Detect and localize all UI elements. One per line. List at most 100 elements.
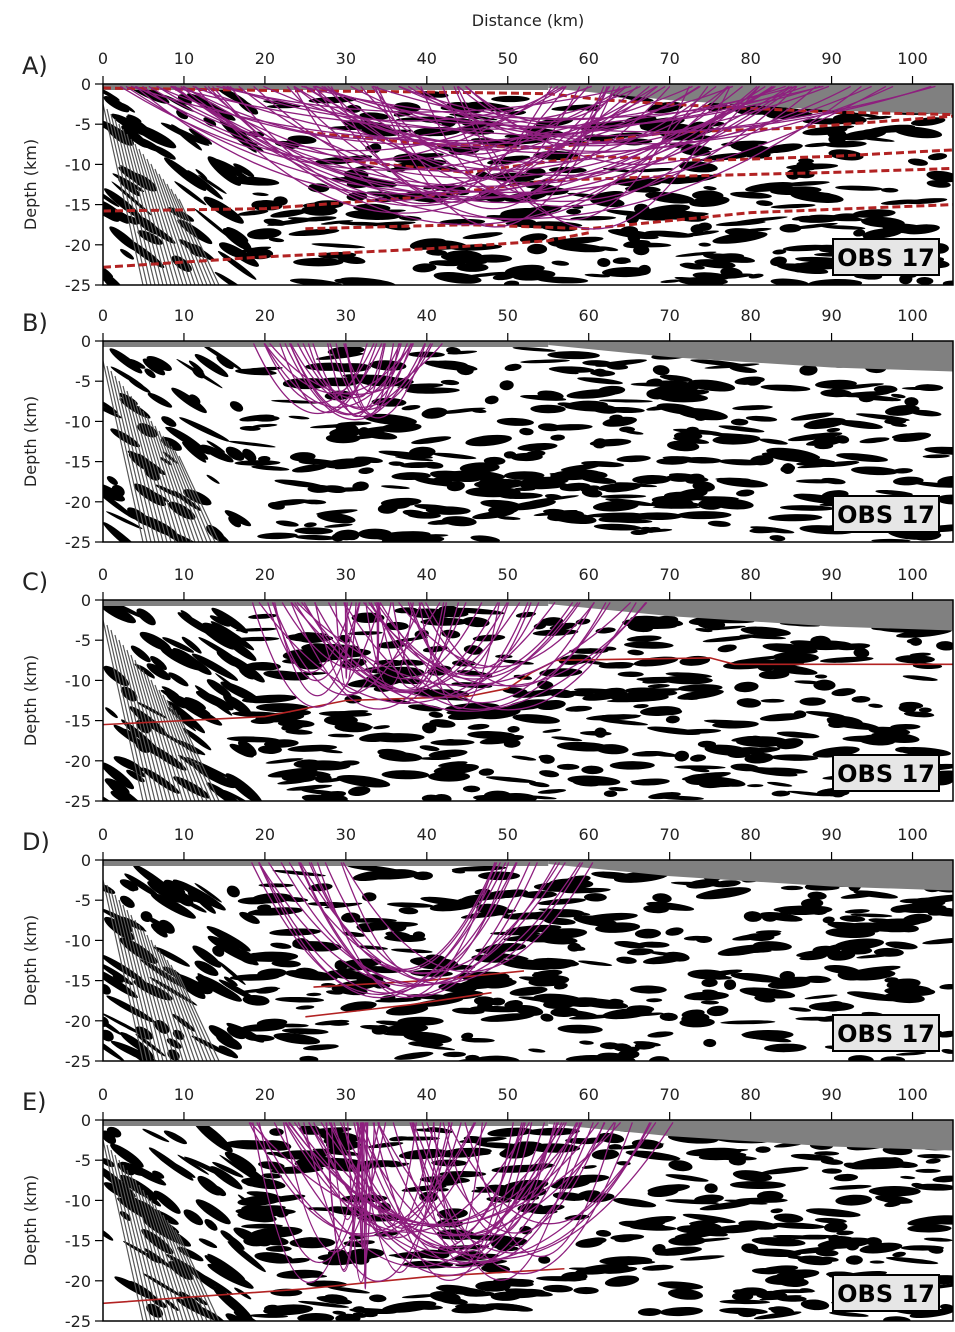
reflector: [771, 790, 791, 797]
reflector: [773, 905, 825, 913]
reflector: [911, 1182, 925, 1188]
ray-path: [302, 343, 401, 399]
ray-path: [411, 1122, 533, 1256]
reflector: [698, 779, 728, 789]
reflector: [652, 365, 670, 376]
reflector: [703, 719, 750, 725]
y-tick-label: -5: [75, 891, 91, 910]
reflector: [818, 1256, 839, 1262]
reflector: [504, 1288, 553, 1297]
reflector: [605, 498, 656, 507]
hatch: [118, 123, 160, 285]
ray-path: [371, 86, 760, 208]
reflector: [712, 231, 768, 244]
reflector: [802, 126, 848, 136]
reflector: [891, 433, 922, 440]
reflector: [759, 438, 788, 445]
reflector: [551, 736, 583, 742]
reflector: [146, 355, 172, 371]
reflector: [579, 1040, 594, 1045]
hatch: [126, 649, 168, 801]
x-tick-label: 20: [255, 1085, 275, 1104]
reflector: [647, 1187, 679, 1198]
reflector: [539, 770, 560, 778]
reflector: [302, 1044, 339, 1051]
reflector: [103, 601, 137, 624]
reflector: [285, 729, 313, 735]
reflector: [164, 157, 207, 191]
reflector: [401, 1294, 438, 1299]
reflector: [267, 767, 319, 778]
x-tick-label: 10: [174, 825, 194, 844]
reflector: [394, 1051, 434, 1060]
reflector: [150, 892, 196, 919]
reflector: [914, 1183, 953, 1191]
reflector: [884, 404, 920, 416]
reflector: [760, 1166, 809, 1175]
reflector: [224, 1233, 245, 1250]
reflector: [899, 273, 913, 285]
reflector: [800, 1299, 830, 1311]
hatch: [166, 1219, 208, 1321]
reflector: [137, 230, 163, 245]
reflector: [682, 1213, 736, 1224]
reflector: [192, 945, 222, 968]
reflector: [142, 358, 166, 376]
reflector: [941, 1048, 953, 1054]
ray-path: [148, 85, 567, 152]
reflector: [297, 760, 351, 771]
reflector: [665, 927, 684, 936]
ray-path: [392, 1122, 523, 1235]
reflector: [903, 711, 935, 718]
y-tick-label: -20: [65, 236, 91, 255]
reflector: [580, 475, 617, 484]
reflector: [758, 669, 790, 680]
reflector: [105, 707, 118, 719]
reflector: [401, 405, 421, 411]
reflector: [844, 969, 896, 981]
hatch: [178, 455, 220, 542]
reflector: [749, 735, 764, 742]
reflector: [846, 991, 900, 1002]
reflector: [547, 511, 597, 525]
reflector: [167, 700, 206, 734]
reflector: [127, 358, 146, 369]
reflector: [478, 768, 495, 776]
y-tick-label: -25: [65, 1052, 91, 1071]
reflector: [109, 348, 143, 374]
reflector: [580, 1237, 607, 1246]
reflector: [208, 1184, 227, 1197]
reflector: [603, 790, 618, 797]
reflector: [640, 1221, 666, 1228]
x-tick-label: 60: [579, 1085, 599, 1104]
reflector: [184, 900, 207, 913]
hatch: [130, 138, 172, 285]
reflector: [827, 950, 856, 961]
reflector: [373, 725, 390, 730]
reflector: [518, 976, 564, 984]
hatch: [178, 198, 220, 285]
y-tick-label: -10: [65, 1191, 91, 1210]
reflector: [110, 366, 145, 388]
reflector: [653, 389, 710, 397]
reflector: [612, 1198, 657, 1208]
reflector: [181, 636, 202, 654]
hatch: [162, 1214, 204, 1321]
reflector: [223, 976, 238, 987]
hatch: [170, 188, 212, 285]
ray-path: [301, 602, 579, 699]
reflector: [790, 1246, 838, 1255]
ray-path: [392, 602, 447, 684]
reflector: [162, 451, 178, 464]
reflector: [909, 637, 922, 646]
ray-path: [465, 85, 817, 165]
reflector: [348, 786, 371, 796]
reflector: [507, 499, 556, 511]
reflector: [568, 1267, 611, 1272]
reflector: [140, 911, 153, 923]
x-tick-label: 10: [174, 1085, 194, 1104]
reflector: [769, 535, 786, 542]
ray-path: [342, 862, 594, 973]
reflector: [865, 115, 892, 120]
hatch: [114, 375, 156, 542]
